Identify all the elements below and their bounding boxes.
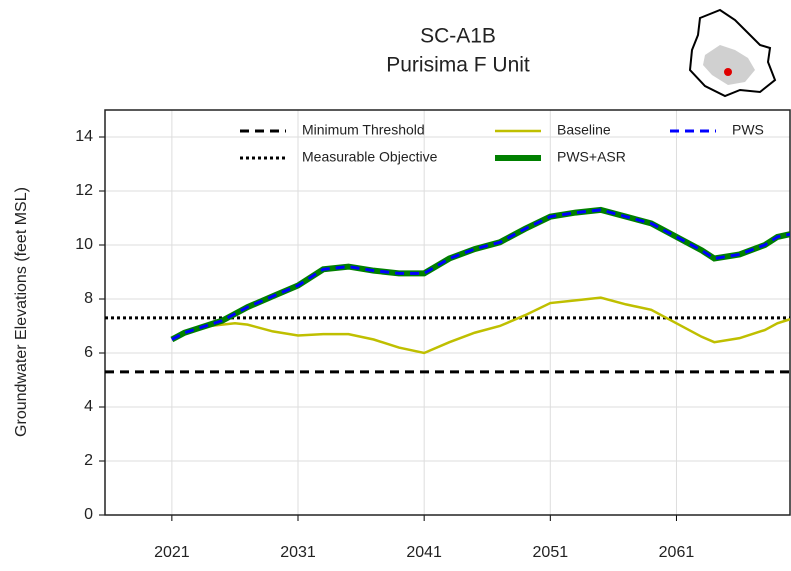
- y-tick-label: 12: [75, 182, 93, 199]
- chart-subtitle: Purisima F Unit: [386, 54, 530, 77]
- x-tick-label: 2061: [659, 544, 695, 561]
- legend-label: Minimum Threshold: [302, 122, 425, 138]
- y-tick-label: 2: [84, 452, 93, 469]
- y-axis-label: Groundwater Elevations (feet MSL): [13, 187, 30, 437]
- x-tick-label: 2051: [533, 544, 569, 561]
- x-tick-label: 2031: [280, 544, 316, 561]
- y-tick-label: 0: [84, 506, 93, 523]
- y-tick-label: 14: [75, 128, 93, 145]
- y-tick-label: 6: [84, 344, 93, 361]
- y-tick-label: 8: [84, 290, 93, 307]
- map-location: [724, 68, 732, 76]
- x-tick-label: 2021: [154, 544, 190, 561]
- series-line: [170, 206, 790, 343]
- legend-label: Baseline: [557, 122, 611, 138]
- legend-label: Measurable Objective: [302, 149, 438, 165]
- legend-label: PWS+ASR: [557, 149, 626, 165]
- legend-label: PWS: [732, 122, 764, 138]
- x-tick-label: 2041: [406, 544, 442, 561]
- series-line: [171, 208, 790, 341]
- series-line: [171, 296, 790, 355]
- map-region: [703, 45, 755, 85]
- chart-title: SC-A1B: [420, 25, 496, 48]
- y-tick-label: 4: [84, 398, 93, 415]
- y-tick-label: 10: [75, 236, 93, 253]
- locator-map: [688, 8, 777, 98]
- plot-frame: [104, 109, 791, 516]
